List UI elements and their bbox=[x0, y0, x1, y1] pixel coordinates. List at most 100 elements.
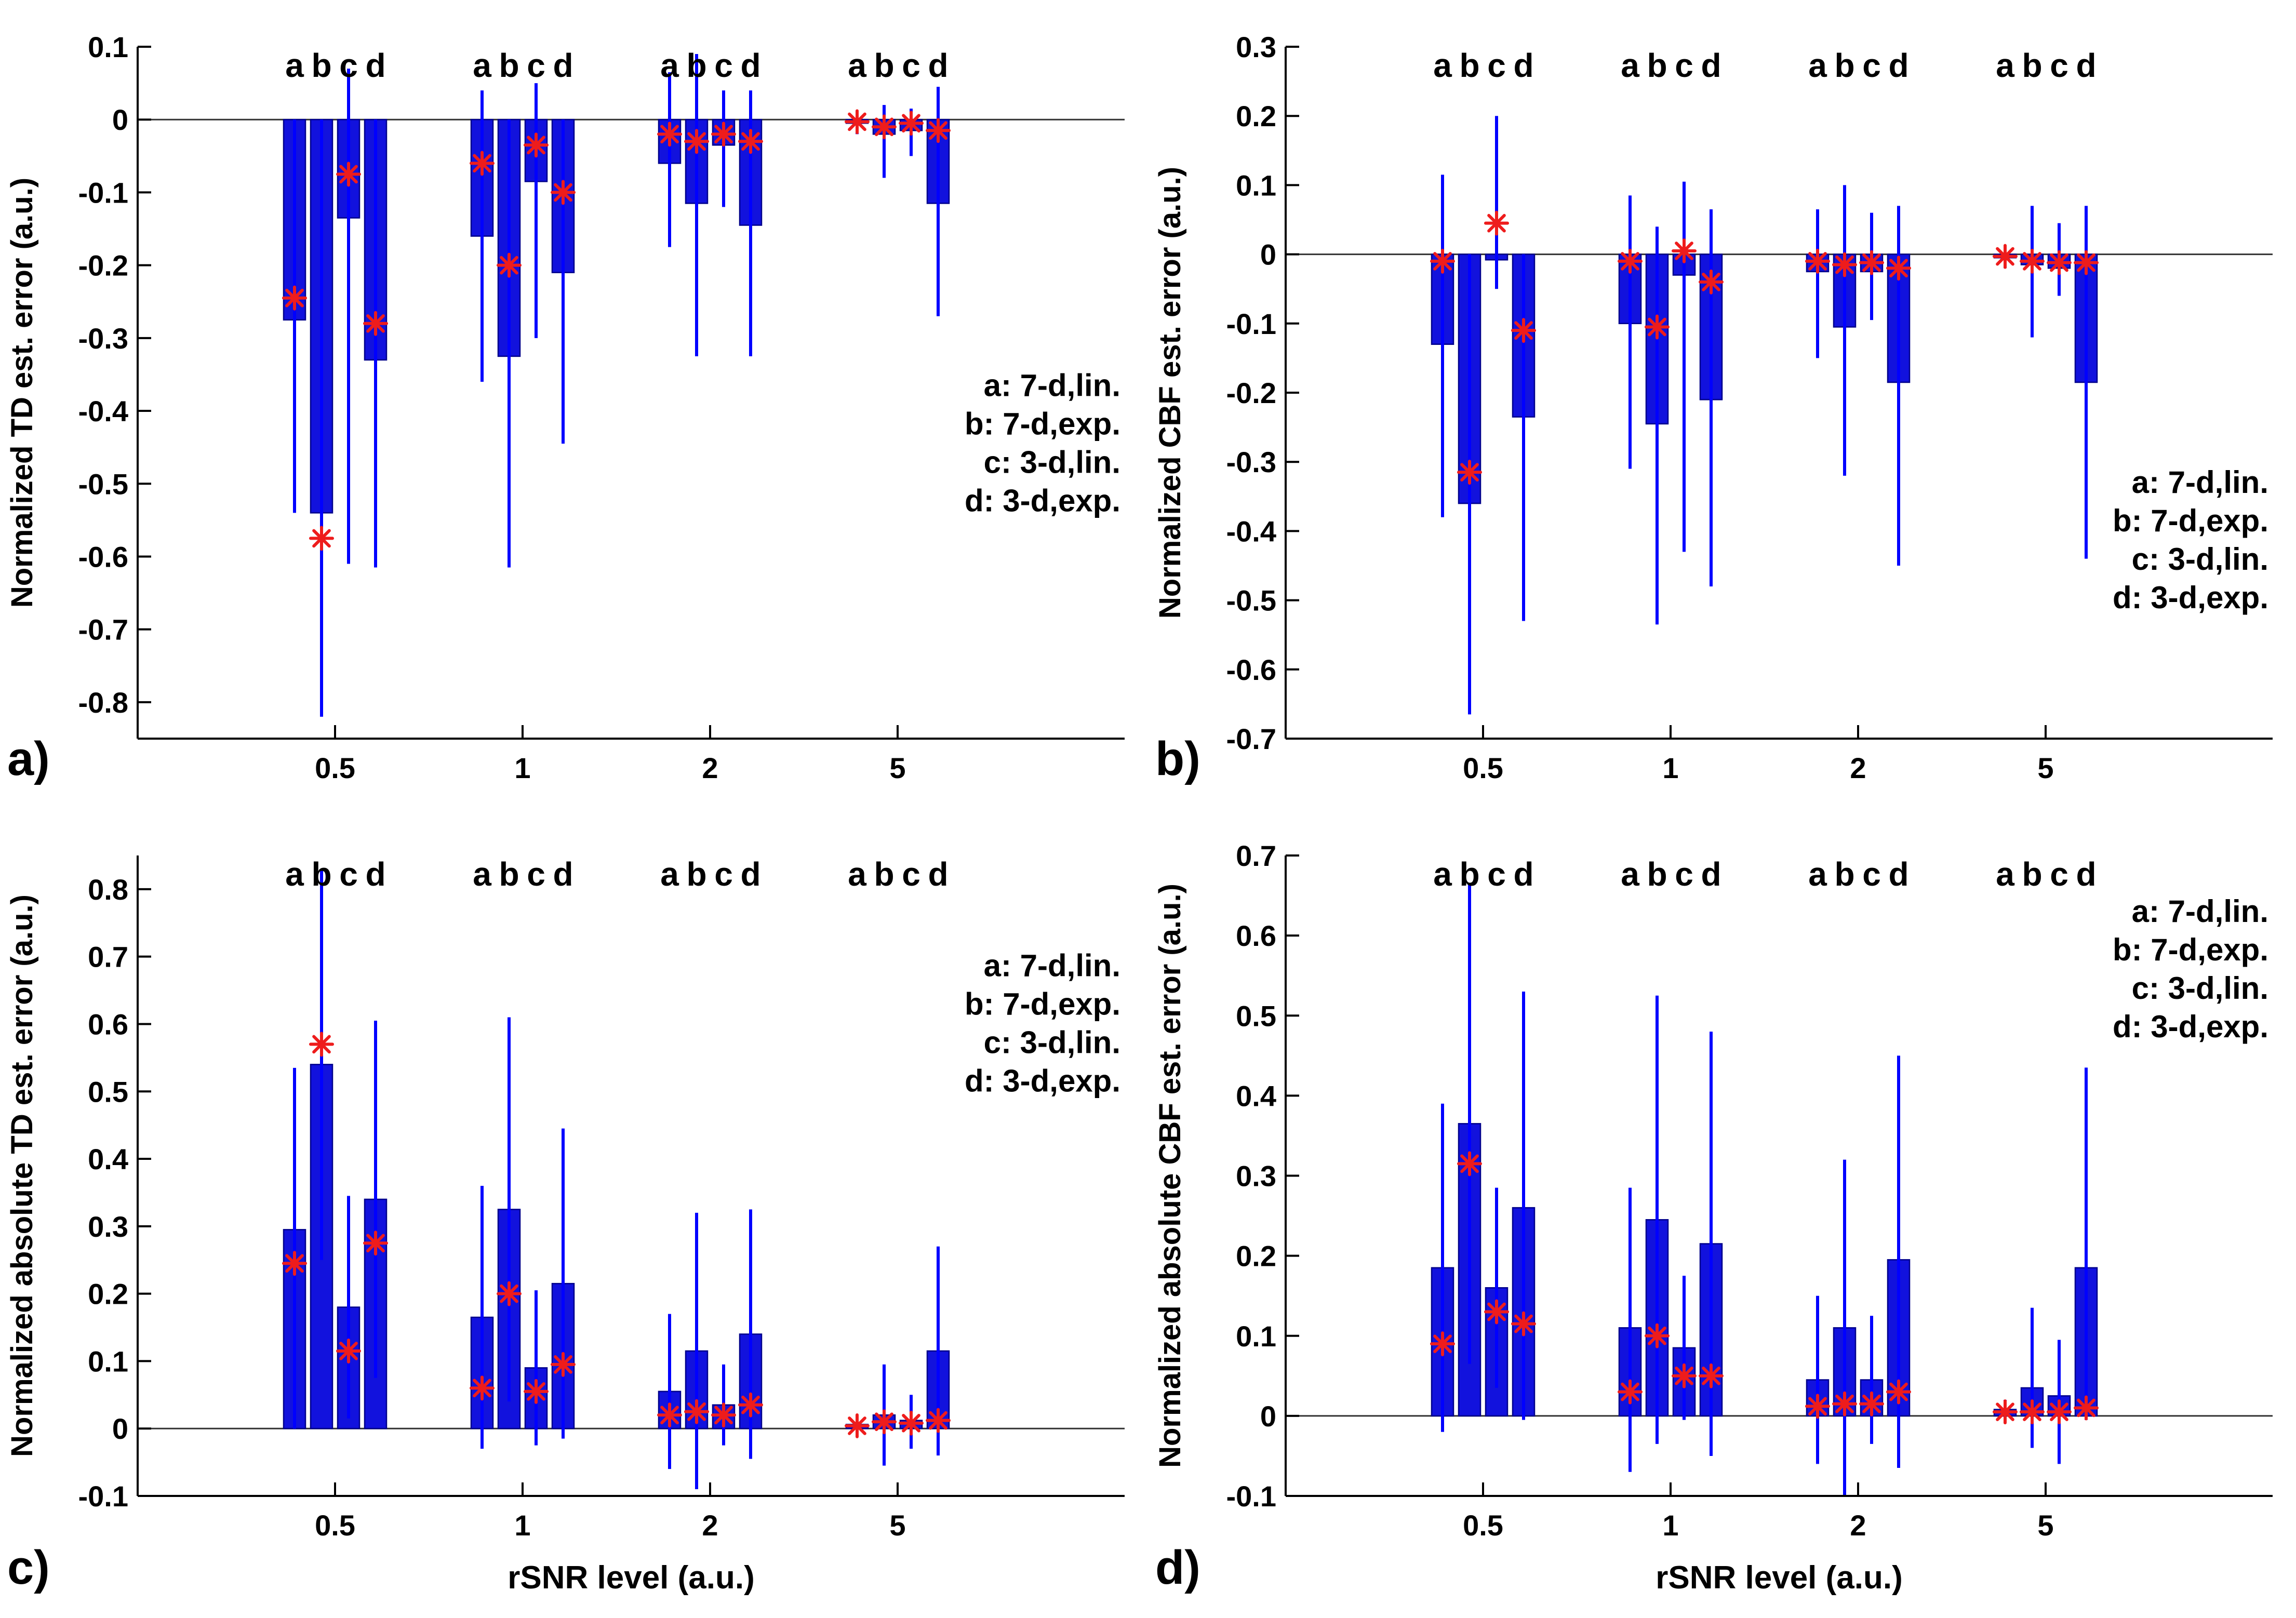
marker-star bbox=[657, 122, 682, 147]
y-tick-label: 0.5 bbox=[1236, 999, 1276, 1032]
y-tick-label: 0.2 bbox=[1236, 1240, 1276, 1273]
y-tick-label: 0.2 bbox=[1236, 100, 1276, 132]
x-tick-label: 0.5 bbox=[315, 752, 355, 784]
y-tick-label: 0.7 bbox=[1236, 839, 1276, 872]
y-tick-label: 0.4 bbox=[1236, 1079, 1276, 1112]
marker-star bbox=[2074, 250, 2099, 275]
panel-c: a b c d 0.5 a b c d 1 a b c d 2 a b c d 5 0.8 0.7 0.6 0.5 0.4 0.3… bbox=[0, 809, 1148, 1618]
marker-star bbox=[1511, 318, 1536, 343]
marker-star bbox=[1832, 1391, 1857, 1416]
panel-a: a b c d 0.5 a b c d 1 a b c d 2 a b c d 5 0.1 0 -0.1 -0.2 -0.3 -0… bbox=[0, 0, 1148, 809]
y-tick-label: -0.3 bbox=[1226, 446, 1277, 478]
group-letter: b bbox=[874, 855, 894, 893]
group-letter: d bbox=[365, 47, 385, 84]
y-tick-label: -0.1 bbox=[78, 1480, 129, 1513]
x-tick-label: 5 bbox=[889, 1509, 905, 1542]
marker-star bbox=[711, 122, 736, 147]
y-tick-label: 0 bbox=[112, 103, 128, 136]
group-letter: a bbox=[1996, 47, 2014, 84]
marker-star bbox=[363, 1231, 388, 1256]
legend-item: c: 3-d,lin. bbox=[2132, 542, 2268, 577]
group-letter: d bbox=[365, 855, 385, 893]
marker-star bbox=[1859, 1391, 1884, 1416]
y-tick-label: 0.6 bbox=[1236, 919, 1276, 952]
marker-star bbox=[2047, 250, 2072, 275]
marker-star bbox=[2020, 1399, 2045, 1425]
legend-item: d: 3-d,exp. bbox=[965, 484, 1120, 518]
y-tick-label: -0.1 bbox=[1226, 307, 1277, 340]
marker-star bbox=[845, 109, 870, 135]
x-tick-label: 2 bbox=[702, 752, 718, 784]
group-letter: c bbox=[1487, 855, 1506, 893]
group-letter: a bbox=[660, 47, 679, 84]
marker-star bbox=[524, 132, 549, 158]
legend-item: c: 3-d,lin. bbox=[984, 445, 1120, 480]
y-tick-label: -0.3 bbox=[78, 322, 129, 355]
y-tick-label: -0.2 bbox=[78, 249, 129, 282]
group-letter: b bbox=[686, 855, 706, 893]
group-letter: a bbox=[285, 855, 304, 893]
group-letter: b bbox=[1647, 47, 1667, 84]
legend-item: d: 3-d,exp. bbox=[2113, 580, 2268, 615]
y-axis-label: Normalized absolute CBF est. error (a.u.… bbox=[1153, 884, 1187, 1468]
y-tick-label: -0.4 bbox=[78, 395, 129, 427]
legend-item: d: 3-d,exp. bbox=[965, 1064, 1120, 1099]
group-letter: c bbox=[1487, 47, 1506, 84]
panel-letter-a: a) bbox=[7, 732, 50, 785]
group-letter: a bbox=[848, 855, 866, 893]
group-letter: b bbox=[1459, 47, 1479, 84]
marker-star bbox=[1805, 248, 1830, 274]
group-letter: a bbox=[1808, 855, 1827, 893]
group-letter: a bbox=[848, 47, 866, 84]
panel-letter-d: d) bbox=[1155, 1541, 1200, 1594]
marker-star bbox=[282, 1251, 307, 1276]
group-letter: b bbox=[2022, 855, 2042, 893]
y-tick-label: -0.6 bbox=[78, 540, 129, 573]
legend-item: d: 3-d,exp. bbox=[2113, 1009, 2268, 1044]
group-letter: d bbox=[2076, 47, 2096, 84]
marker-star bbox=[684, 129, 709, 154]
group-letter: c bbox=[714, 855, 733, 893]
marker-star bbox=[1993, 1399, 2018, 1425]
group-letter: c bbox=[339, 47, 358, 84]
group-letter: b bbox=[1834, 47, 1854, 84]
marker-star bbox=[1457, 1151, 1482, 1176]
group-letter: b bbox=[311, 855, 331, 893]
marker-star bbox=[899, 111, 924, 136]
panel-letter-b: b) bbox=[1155, 732, 1200, 785]
marker-star bbox=[1672, 238, 1697, 263]
marker-star bbox=[497, 252, 522, 278]
chart-abs-td-error: a b c d0.5a b c d1a b c d2a b c d50.80.70.60.50.40.3… bbox=[5, 855, 1125, 1596]
group-letter: d bbox=[553, 855, 573, 893]
legend-item: b: 7-d,exp. bbox=[2113, 932, 2268, 967]
y-tick-label: -0.1 bbox=[78, 176, 129, 209]
x-tick-label: 2 bbox=[702, 1509, 718, 1542]
group-letter: c bbox=[1675, 855, 1693, 893]
y-tick-label: 0.3 bbox=[1236, 31, 1276, 63]
x-tick-label: 2 bbox=[1850, 1509, 1866, 1542]
x-tick-label: 0.5 bbox=[1463, 752, 1503, 784]
group-letter: d bbox=[553, 47, 573, 84]
marker-star bbox=[1511, 1311, 1536, 1336]
marker-star bbox=[872, 1409, 897, 1435]
y-tick-label: -0.1 bbox=[1226, 1480, 1277, 1513]
group-letter: b bbox=[311, 47, 331, 84]
marker-star bbox=[1430, 248, 1455, 274]
marker-star bbox=[309, 1032, 334, 1057]
group-letter: a bbox=[1433, 855, 1452, 893]
legend-item: a: 7-d,lin. bbox=[984, 368, 1120, 403]
y-tick-label: -0.4 bbox=[1226, 515, 1277, 547]
marker-star bbox=[551, 1352, 576, 1377]
group-letter: d bbox=[1888, 47, 1908, 84]
group-letter: b bbox=[1647, 855, 1667, 893]
group-letter: a bbox=[1996, 855, 2014, 893]
marker-star bbox=[1699, 269, 1724, 295]
group-letter: a bbox=[1621, 47, 1639, 84]
marker-star bbox=[1618, 1379, 1643, 1405]
y-axis-label: Normalized CBF est. error (a.u.) bbox=[1153, 167, 1187, 619]
marker-star bbox=[1618, 248, 1643, 274]
marker-star bbox=[1832, 252, 1857, 277]
group-letter: b bbox=[874, 47, 894, 84]
x-tick-label: 1 bbox=[514, 752, 530, 784]
